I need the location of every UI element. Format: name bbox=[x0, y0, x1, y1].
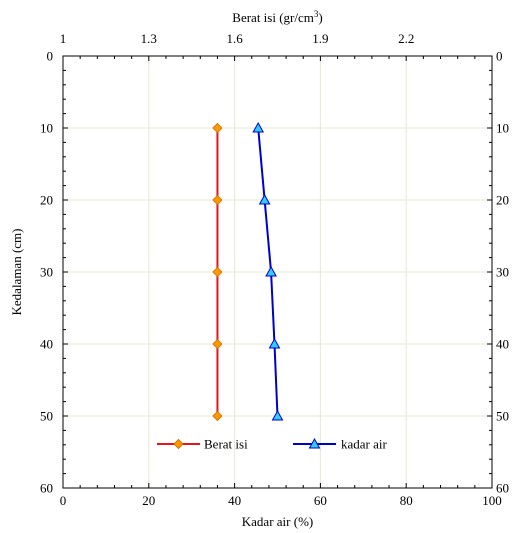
legend-label-1: kadar air bbox=[341, 437, 388, 452]
x-top-tick-label: 1.6 bbox=[226, 31, 243, 46]
top-axis-title-main: Berat isi (gr/cm bbox=[232, 10, 314, 25]
bottom-axis-title: Kadar air (%) bbox=[242, 514, 313, 529]
x-bottom-tick-label: 40 bbox=[228, 493, 241, 508]
y-tick-label-right: 50 bbox=[496, 409, 509, 424]
y-axis-title: Kedalaman (cm) bbox=[9, 229, 24, 316]
x-bottom-tick-label: 100 bbox=[482, 493, 502, 508]
x-bottom-tick-label: 60 bbox=[314, 493, 327, 508]
x-top-tick-label: 2.2 bbox=[398, 31, 414, 46]
legend-marker-0 bbox=[174, 440, 183, 449]
legend: Berat isi kadar air bbox=[157, 437, 388, 452]
x-bottom-tick-label: 80 bbox=[400, 493, 413, 508]
series-0-marker bbox=[213, 124, 222, 133]
grid bbox=[63, 56, 492, 488]
x-top-tick-label: 1.3 bbox=[141, 31, 157, 46]
y-tick-label-left: 0 bbox=[47, 49, 54, 64]
series-0-marker bbox=[213, 268, 222, 277]
y-tick-label-left: 50 bbox=[40, 409, 53, 424]
y-tick-label-right: 30 bbox=[496, 265, 509, 280]
y-tick-label-right: 40 bbox=[496, 337, 509, 352]
top-axis-title-tail: ) bbox=[318, 10, 322, 25]
series-0-marker bbox=[213, 412, 222, 421]
y-tick-label-left: 30 bbox=[40, 265, 53, 280]
top-axis-title: Berat isi (gr/cm3) bbox=[232, 9, 322, 25]
legend-label-0: Berat isi bbox=[204, 437, 248, 452]
x-top-tick-label: 1.9 bbox=[312, 31, 328, 46]
y-tick-label-left: 10 bbox=[40, 121, 53, 136]
x-bottom-tick-label: 0 bbox=[60, 493, 67, 508]
y-tick-label-right: 10 bbox=[496, 121, 509, 136]
y-tick-label-left: 40 bbox=[40, 337, 53, 352]
y-tick-label-right: 20 bbox=[496, 193, 509, 208]
series-0-marker bbox=[213, 340, 222, 349]
x-bottom-tick-label: 20 bbox=[142, 493, 155, 508]
y-tick-label-right: 0 bbox=[496, 49, 503, 64]
y-tick-label-left: 20 bbox=[40, 193, 53, 208]
x-top-tick-label: 1 bbox=[60, 31, 67, 46]
y-tick-label-left: 60 bbox=[40, 481, 53, 496]
series-0-marker bbox=[213, 196, 222, 205]
